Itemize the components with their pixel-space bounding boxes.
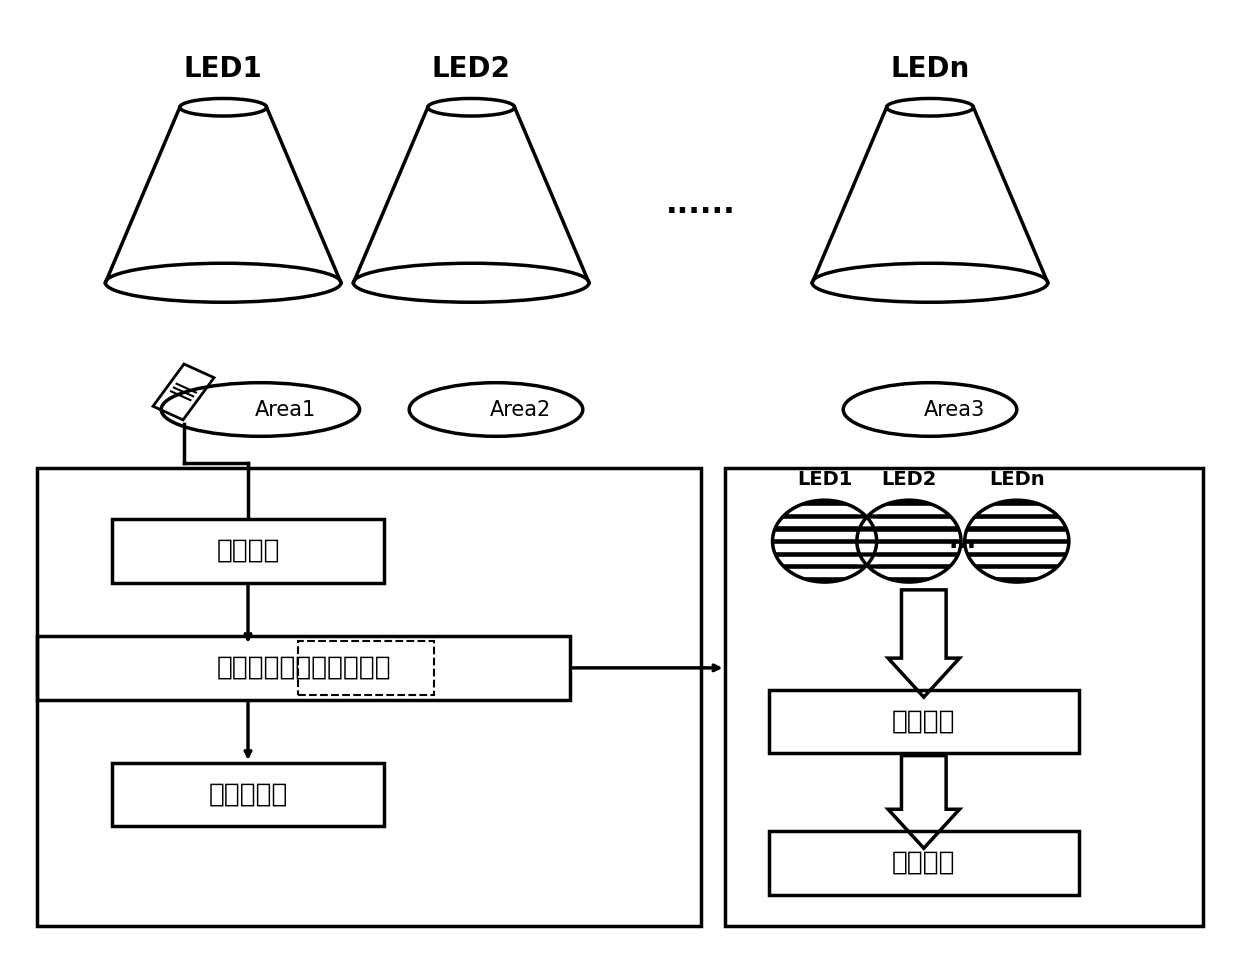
Circle shape <box>773 500 877 582</box>
Text: LED1: LED1 <box>797 471 852 489</box>
Bar <box>857 531 961 538</box>
Text: 提取特征: 提取特征 <box>892 709 956 734</box>
Ellipse shape <box>180 98 267 116</box>
Text: ...: ... <box>949 529 976 553</box>
Bar <box>857 557 961 564</box>
Bar <box>773 569 877 576</box>
Text: 机器学习: 机器学习 <box>892 850 956 876</box>
Text: Area1: Area1 <box>254 400 316 419</box>
Circle shape <box>965 500 1069 582</box>
Bar <box>965 557 1069 564</box>
FancyArrow shape <box>888 756 960 848</box>
Text: Area3: Area3 <box>924 400 986 419</box>
Ellipse shape <box>887 98 973 116</box>
Ellipse shape <box>812 263 1048 302</box>
Bar <box>773 506 877 513</box>
Bar <box>965 569 1069 576</box>
Bar <box>773 531 877 538</box>
Bar <box>773 544 877 551</box>
Text: 利用训练好的分类器判别: 利用训练好的分类器判别 <box>217 655 391 681</box>
Text: 临近法定位: 临近法定位 <box>208 782 288 807</box>
Bar <box>773 519 877 526</box>
Bar <box>965 506 1069 513</box>
Text: Area2: Area2 <box>490 400 552 419</box>
Bar <box>857 519 961 526</box>
Ellipse shape <box>353 263 589 302</box>
Bar <box>965 531 1069 538</box>
Text: ......: ...... <box>666 190 735 219</box>
Text: LED2: LED2 <box>432 55 511 83</box>
Bar <box>857 506 961 513</box>
Text: LED1: LED1 <box>184 55 263 83</box>
Text: LEDn: LEDn <box>890 55 970 83</box>
Bar <box>857 544 961 551</box>
Text: 提取特征: 提取特征 <box>216 538 280 564</box>
Ellipse shape <box>428 98 515 116</box>
Bar <box>965 519 1069 526</box>
Bar <box>773 557 877 564</box>
Bar <box>965 544 1069 551</box>
Text: LED2: LED2 <box>882 471 936 489</box>
FancyArrow shape <box>888 590 960 697</box>
Bar <box>857 569 961 576</box>
Text: LEDn: LEDn <box>990 471 1044 489</box>
Ellipse shape <box>105 263 341 302</box>
Circle shape <box>857 500 961 582</box>
